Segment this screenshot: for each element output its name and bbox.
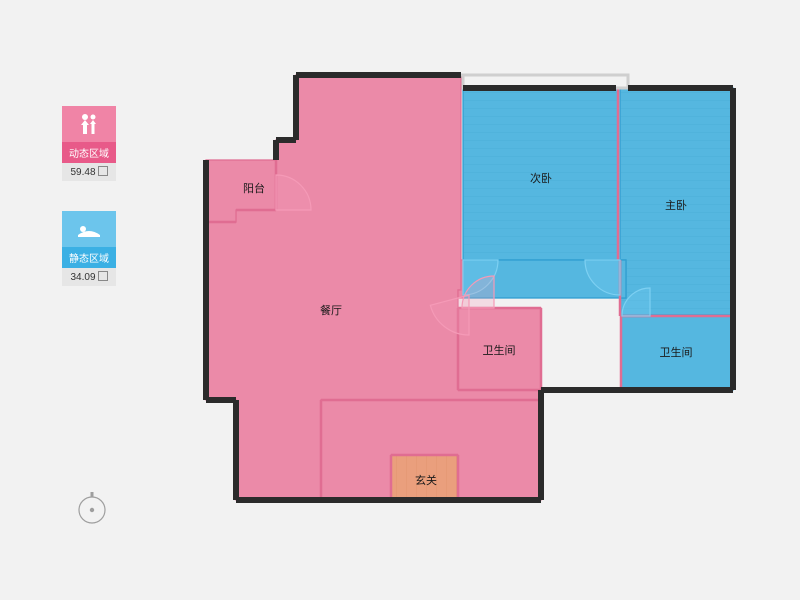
legend-static-title: 静态区域 <box>62 247 116 268</box>
legend-dynamic-value-text: 59.48 <box>70 167 95 178</box>
legend-dynamic-value: 59.48 <box>62 163 116 181</box>
room-label-bath2: 卫生间 <box>660 344 693 360</box>
room-label-vestibule: 玄关 <box>415 472 437 488</box>
stage: 动态区域 59.48 静态区域 34.09 <box>0 0 800 600</box>
floor-plan: 餐厅 阳台卫生间玄关 次卧主卧卫生间 <box>196 60 736 530</box>
area-unit-icon <box>98 271 108 281</box>
legend: 动态区域 59.48 静态区域 34.09 <box>62 106 116 286</box>
legend-card-dynamic: 动态区域 59.48 <box>62 106 116 181</box>
compass-icon <box>74 490 110 526</box>
legend-dynamic-icon <box>62 106 116 142</box>
sleep-icon <box>74 217 104 241</box>
legend-static-value: 34.09 <box>62 268 116 286</box>
people-icon <box>74 112 104 136</box>
room-label-balcony: 阳台 <box>243 180 265 196</box>
room-label-bath1: 卫生间 <box>483 342 516 358</box>
room-label-living: 餐厅 <box>320 302 342 318</box>
legend-static-icon <box>62 211 116 247</box>
legend-dynamic-title: 动态区域 <box>62 142 116 163</box>
area-unit-icon <box>98 166 108 176</box>
room-label-bed2: 次卧 <box>530 170 552 186</box>
legend-static-value-text: 34.09 <box>70 272 95 283</box>
room-label-bed1: 主卧 <box>665 197 687 213</box>
floor-plan-svg <box>196 60 736 530</box>
legend-card-static: 静态区域 34.09 <box>62 211 116 286</box>
